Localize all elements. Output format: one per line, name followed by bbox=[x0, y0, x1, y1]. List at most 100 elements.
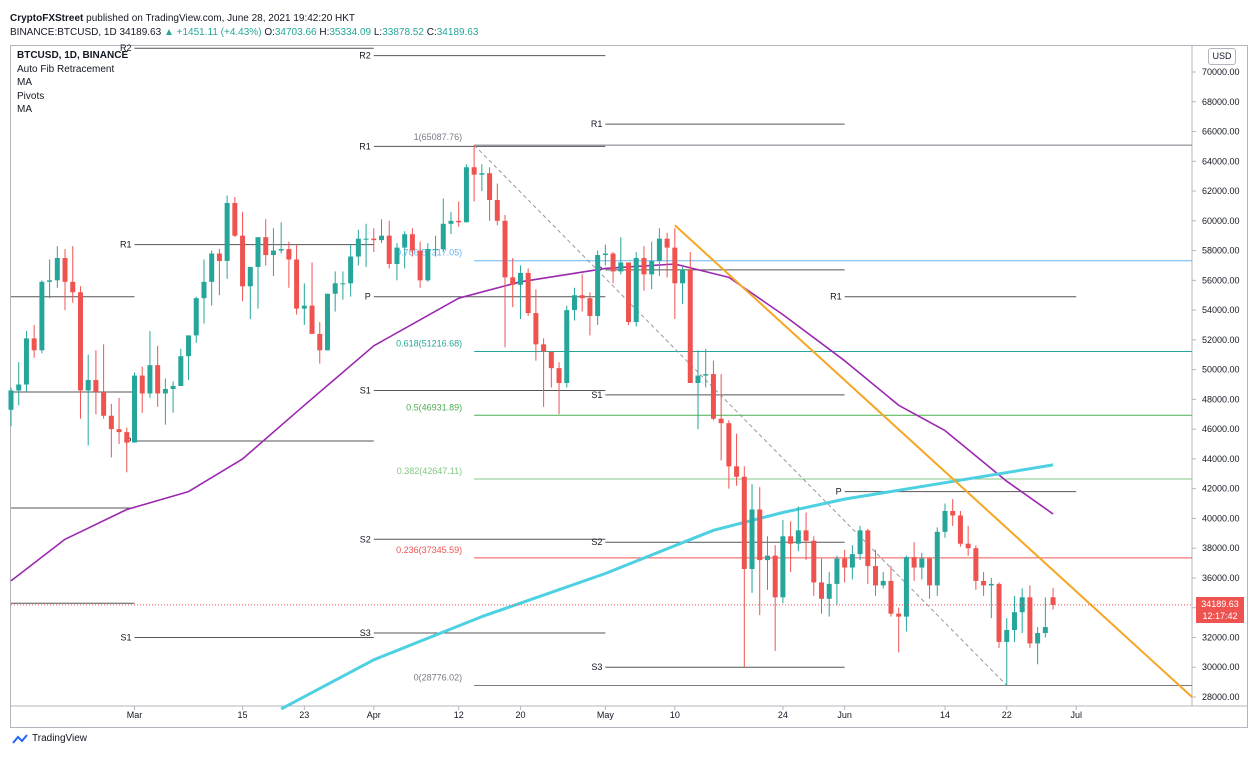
y-tick-label: 42000.00 bbox=[1202, 484, 1240, 494]
candle-body bbox=[842, 558, 848, 568]
candle-body bbox=[132, 375, 138, 443]
candle-body bbox=[47, 280, 53, 282]
candle-body bbox=[626, 262, 632, 322]
legend-item-ma-2[interactable]: MA bbox=[17, 104, 32, 115]
candle-body bbox=[162, 388, 168, 394]
x-tick-label: 12 bbox=[454, 710, 464, 720]
candle-body bbox=[23, 338, 29, 385]
fib-level-label: 0(28776.02) bbox=[414, 672, 463, 682]
candle-body bbox=[31, 338, 37, 351]
low-label: L: bbox=[373, 27, 383, 38]
fib-level-label: 1(65087.76) bbox=[414, 132, 463, 142]
candle-body bbox=[62, 258, 68, 282]
candle-body bbox=[680, 269, 686, 284]
candle-body bbox=[186, 335, 192, 357]
candle-body bbox=[294, 259, 300, 309]
y-tick-label: 48000.00 bbox=[1202, 394, 1240, 404]
low-value: 33878.52 bbox=[382, 27, 424, 38]
candle-body bbox=[54, 258, 60, 281]
candle-body bbox=[479, 173, 485, 175]
candle-body bbox=[896, 613, 902, 617]
candle-body bbox=[710, 374, 716, 419]
last-price-tag: 34189.63 12:17:42 bbox=[1196, 597, 1244, 623]
pivot-label: R2 bbox=[120, 43, 132, 53]
currency-button[interactable]: USD bbox=[1208, 48, 1236, 65]
candle-body bbox=[1050, 597, 1056, 605]
chart-frame[interactable] bbox=[10, 45, 1248, 728]
chart-legend: BTCUSD, 1D, BINANCE Auto Fib Retracement… bbox=[17, 49, 128, 117]
candle-body bbox=[548, 351, 554, 369]
candle-body bbox=[672, 247, 678, 284]
y-tick-label: 52000.00 bbox=[1202, 335, 1240, 345]
pivot-label: S3 bbox=[591, 662, 602, 672]
y-tick-label: 30000.00 bbox=[1202, 662, 1240, 672]
y-tick-label: 60000.00 bbox=[1202, 216, 1240, 226]
candle-body bbox=[147, 365, 153, 394]
candle-body bbox=[541, 344, 547, 352]
candle-body bbox=[942, 510, 948, 532]
pivot-label: S1 bbox=[360, 385, 371, 395]
tradingview-logo[interactable]: TradingView bbox=[11, 733, 87, 744]
candle-body bbox=[139, 375, 145, 394]
candle-body bbox=[77, 292, 83, 391]
pivot-label: R2 bbox=[359, 51, 371, 61]
candle-body bbox=[286, 249, 292, 260]
candle-body bbox=[927, 558, 933, 586]
candle-body bbox=[834, 558, 840, 584]
candle-body bbox=[101, 391, 107, 416]
legend-item-pivots[interactable]: Pivots bbox=[17, 90, 45, 102]
candle-body bbox=[456, 220, 462, 223]
legend-item-ma-1[interactable]: MA bbox=[17, 77, 32, 88]
x-tick-label: May bbox=[597, 710, 615, 720]
legend-item-fib[interactable]: Auto Fib Retracement bbox=[17, 63, 115, 75]
candle-body bbox=[278, 249, 284, 251]
candle-body bbox=[348, 256, 354, 284]
candle-body bbox=[1027, 597, 1033, 644]
candle-body bbox=[224, 202, 230, 261]
candle-body bbox=[950, 510, 956, 516]
candle-body bbox=[85, 380, 91, 391]
pivot-label: S2 bbox=[360, 534, 371, 544]
candle-body bbox=[471, 167, 477, 175]
candle-body bbox=[595, 255, 601, 317]
candle-body bbox=[1011, 612, 1017, 631]
high-value: 35334.09 bbox=[329, 27, 372, 38]
symbol-line: BINANCE:BTCUSD, 1D bbox=[10, 27, 117, 38]
candle-body bbox=[332, 283, 338, 294]
candle-body bbox=[425, 249, 431, 281]
pivot-label: S2 bbox=[591, 537, 602, 547]
candle-body bbox=[317, 333, 323, 351]
candle-body bbox=[178, 356, 184, 386]
candle-body bbox=[494, 199, 500, 221]
candle-body bbox=[255, 237, 261, 267]
candle-body bbox=[433, 249, 439, 251]
candle-body bbox=[487, 173, 493, 200]
candle-body bbox=[209, 253, 215, 282]
candle-body bbox=[934, 531, 940, 586]
x-tick-label: 10 bbox=[670, 710, 680, 720]
candle-body bbox=[309, 305, 315, 334]
candle-body bbox=[695, 375, 701, 384]
close-value: 34189.63 bbox=[436, 27, 479, 38]
pivot-label: S1 bbox=[591, 390, 602, 400]
candle-body bbox=[664, 238, 670, 248]
y-tick-label: 28000.00 bbox=[1202, 692, 1240, 702]
fib-level-label: 0.236(37345.59) bbox=[396, 545, 462, 555]
price-tag-value: 34189.63 bbox=[1201, 599, 1239, 609]
x-tick-label: Apr bbox=[367, 710, 381, 720]
candle-body bbox=[981, 580, 987, 586]
candle-body bbox=[448, 220, 454, 224]
candle-body bbox=[849, 554, 855, 568]
candle-body bbox=[355, 238, 361, 257]
candle-body bbox=[749, 509, 755, 570]
candle-body bbox=[386, 235, 392, 264]
candle-body bbox=[880, 580, 886, 586]
x-tick-label: 20 bbox=[515, 710, 525, 720]
descending-trendline bbox=[674, 224, 1193, 698]
candle-body bbox=[201, 281, 207, 299]
x-tick-label: Mar bbox=[127, 710, 143, 720]
candle-body bbox=[270, 250, 276, 256]
y-tick-label: 44000.00 bbox=[1202, 454, 1240, 464]
candle-body bbox=[263, 237, 269, 256]
